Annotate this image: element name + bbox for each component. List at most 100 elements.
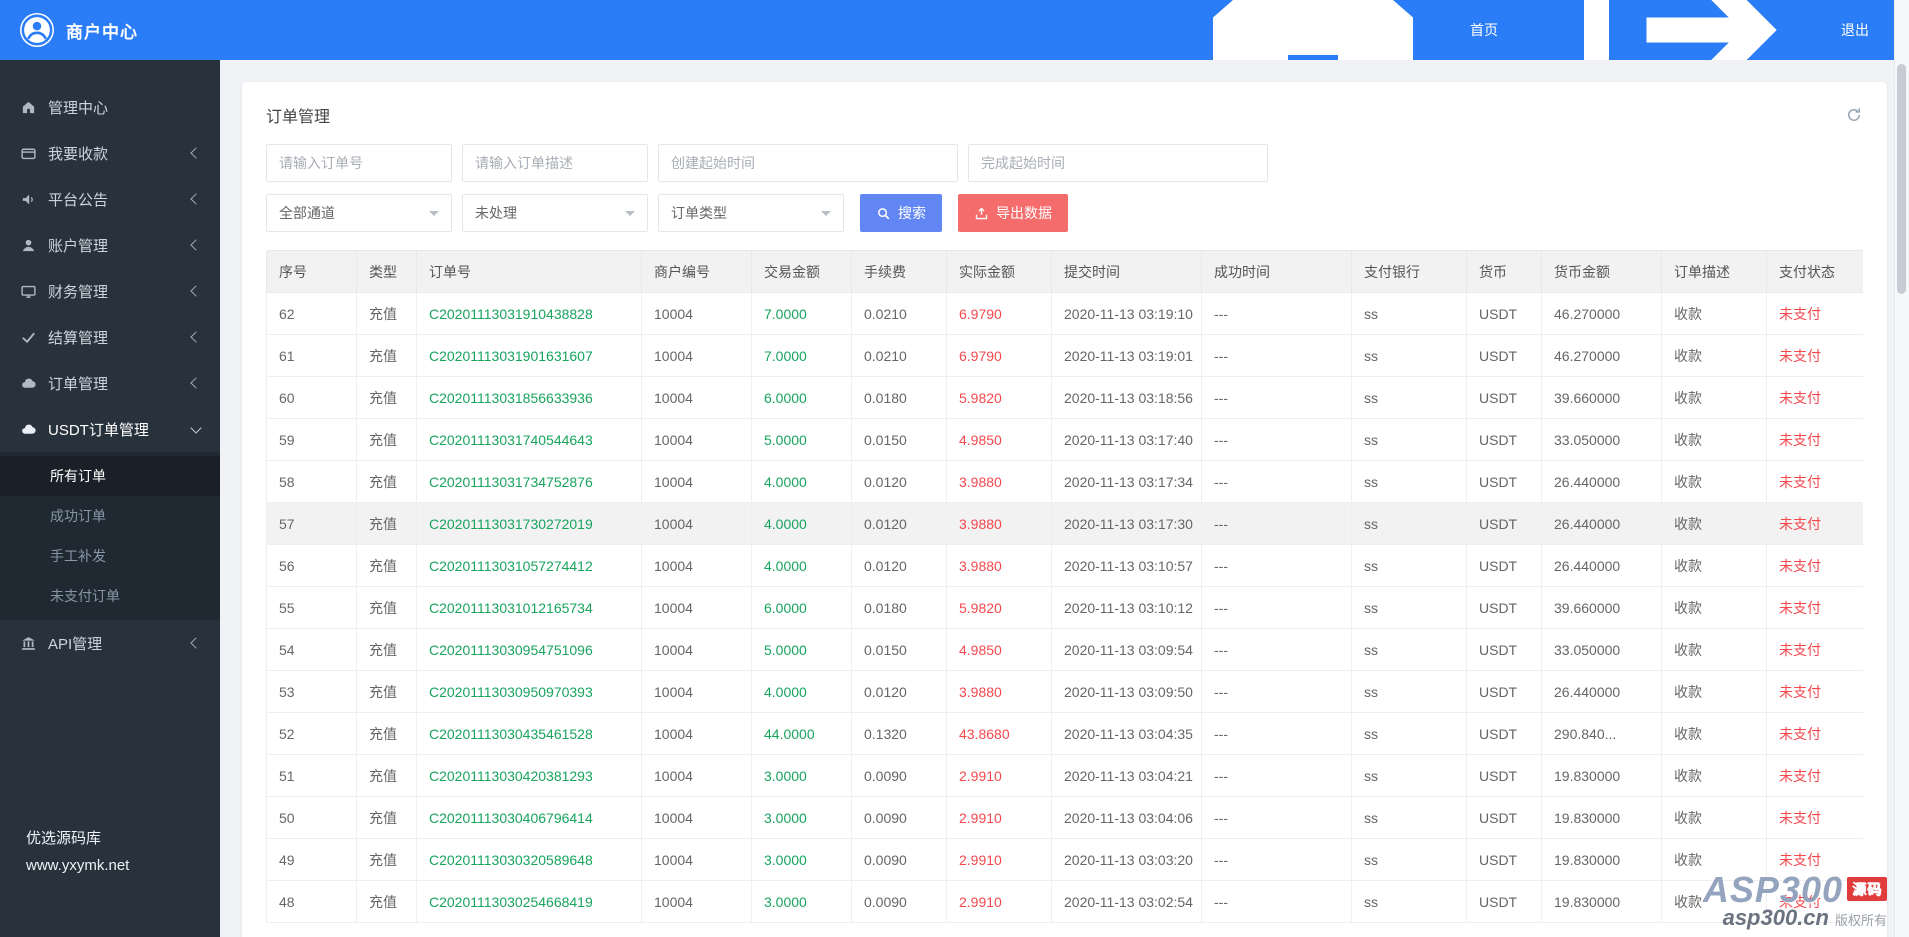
cell-order-no[interactable]: C20201113031856633936 bbox=[416, 376, 642, 419]
cell-currency: USDT bbox=[1466, 544, 1542, 587]
cell-success-time: --- bbox=[1201, 376, 1352, 419]
cell-type: 充值 bbox=[356, 754, 417, 797]
cell-fee: 0.0120 bbox=[851, 460, 947, 503]
cell-actual-amount: 3.9880 bbox=[946, 502, 1052, 545]
sidebar-item-settlement-management[interactable]: 结算管理 bbox=[0, 314, 220, 360]
sidebar-item-platform-announcements[interactable]: 平台公告 bbox=[0, 176, 220, 222]
channel-select[interactable]: 全部通道 bbox=[266, 194, 452, 232]
cell-success-time: --- bbox=[1201, 712, 1352, 755]
table-row: 48 充值 C20201113030254668419 10004 3.0000 0.00… bbox=[266, 880, 1863, 923]
cell-order-no[interactable]: C20201113031012165734 bbox=[416, 586, 642, 629]
cell-order-no[interactable]: C20201113031730272019 bbox=[416, 502, 642, 545]
sidebar-subitem-success-orders[interactable]: 成功订单 bbox=[50, 508, 106, 524]
cell-fee: 0.0210 bbox=[851, 292, 947, 335]
cell-bank: ss bbox=[1351, 334, 1467, 377]
cell-bank: ss bbox=[1351, 838, 1467, 881]
cell-order-no[interactable]: C20201113030254668419 bbox=[416, 880, 642, 923]
sidebar-item-usdt-order-management[interactable]: USDT订单管理 bbox=[0, 406, 220, 452]
cell-order-no[interactable]: C20201113031740544643 bbox=[416, 418, 642, 461]
cell-no: 56 bbox=[266, 544, 357, 587]
page-scrollbar[interactable] bbox=[1894, 0, 1909, 937]
sidebar-item-api-management[interactable]: API管理 bbox=[0, 620, 220, 666]
table-row: 62 充值 C20201113031910438828 10004 7.0000 0.02… bbox=[266, 292, 1863, 335]
sidebar-item-finance-management[interactable]: 财务管理 bbox=[0, 268, 220, 314]
search-button[interactable]: 搜索 bbox=[860, 194, 942, 232]
sidebar-item-label: 管理中心 bbox=[48, 99, 109, 117]
cell-amount: 3.0000 bbox=[751, 880, 852, 923]
finish-start-time-input[interactable] bbox=[968, 144, 1268, 182]
cell-bank: ss bbox=[1351, 586, 1467, 629]
cell-actual-amount: 3.9880 bbox=[946, 670, 1052, 713]
cell-status: 未支付 bbox=[1766, 880, 1863, 923]
export-data-button[interactable]: 导出数据 bbox=[958, 194, 1068, 232]
cell-order-no[interactable]: C20201113030950970393 bbox=[416, 670, 642, 713]
sidebar-menu: 管理中心我要收款平台公告账户管理 财务管理 结算管理 订单管理 USDT订单管理 所有订单… bbox=[0, 60, 220, 666]
cell-merchant-no: 10004 bbox=[641, 754, 752, 797]
order-management-card: 订单管理 全部通道 未处理 订单类型 搜索 导出数据 bbox=[242, 82, 1887, 937]
cell-currency: USDT bbox=[1466, 796, 1542, 839]
table-row: 55 充值 C20201113031012165734 10004 6.0000 0.01… bbox=[266, 586, 1863, 629]
sidebar-subitem-all-orders[interactable]: 所有订单 bbox=[0, 456, 220, 496]
page-frame: 管理中心我要收款平台公告账户管理 财务管理 结算管理 订单管理 USDT订单管理 所有订单… bbox=[0, 60, 1909, 937]
sidebar-item-account-management[interactable]: 账户管理 bbox=[0, 222, 220, 268]
cell-currency: USDT bbox=[1466, 880, 1542, 923]
cell-actual-amount: 2.9910 bbox=[946, 880, 1052, 923]
sidebar-subitem-manual-reissue[interactable]: 手工补发 bbox=[50, 548, 106, 564]
cell-description: 收款 bbox=[1661, 586, 1767, 629]
cell-amount: 3.0000 bbox=[751, 754, 852, 797]
orders-table: 序号 类型 订单号 商户编号 交易金额 手续费 实际金额 提交时间 成功时间 支付银行 货币 货币金额… bbox=[266, 250, 1863, 923]
cell-order-no[interactable]: C20201113031901631607 bbox=[416, 334, 642, 377]
col-bank: 支付银行 bbox=[1351, 250, 1467, 293]
status-select[interactable]: 未处理 bbox=[462, 194, 648, 232]
cell-status: 未支付 bbox=[1766, 376, 1863, 419]
order-desc-input[interactable] bbox=[462, 144, 648, 182]
sidebar-item-collect-payment[interactable]: 我要收款 bbox=[0, 130, 220, 176]
sidebar-item-management-center[interactable]: 管理中心 bbox=[0, 84, 220, 130]
cell-type: 充值 bbox=[356, 712, 417, 755]
cell-merchant-no: 10004 bbox=[641, 586, 752, 629]
order-type-select[interactable]: 订单类型 bbox=[658, 194, 844, 232]
col-status: 支付状态 bbox=[1766, 250, 1863, 293]
sidebar-item-label: 平台公告 bbox=[48, 191, 109, 209]
cell-order-no[interactable]: C20201113031910438828 bbox=[416, 292, 642, 335]
cell-merchant-no: 10004 bbox=[641, 292, 752, 335]
cell-order-no[interactable]: C20201113031734752876 bbox=[416, 460, 642, 503]
chevron-left-icon bbox=[190, 331, 202, 343]
cell-order-no[interactable]: C20201113030320589648 bbox=[416, 838, 642, 881]
sidebar-subitem-unpaid-orders[interactable]: 未支付订单 bbox=[50, 588, 120, 604]
cell-submit-time: 2020-11-13 03:19:10 bbox=[1051, 292, 1202, 335]
cell-order-no[interactable]: C20201113031057274412 bbox=[416, 544, 642, 587]
cell-bank: ss bbox=[1351, 628, 1467, 671]
cell-amount: 7.0000 bbox=[751, 292, 852, 335]
chevron-down-icon bbox=[190, 421, 202, 434]
cell-success-time: --- bbox=[1201, 880, 1352, 923]
cell-fee: 0.0090 bbox=[851, 838, 947, 881]
cell-currency: USDT bbox=[1466, 754, 1542, 797]
cell-order-no[interactable]: C20201113030954751096 bbox=[416, 628, 642, 671]
cell-order-no[interactable]: C20201113030435461528 bbox=[416, 712, 642, 755]
brand: 商户中心 bbox=[20, 13, 138, 47]
refresh-icon[interactable] bbox=[1845, 106, 1863, 124]
cell-merchant-no: 10004 bbox=[641, 544, 752, 587]
cell-currency-amount: 39.660000 bbox=[1541, 586, 1662, 629]
cell-amount: 4.0000 bbox=[751, 460, 852, 503]
order-no-input[interactable] bbox=[266, 144, 452, 182]
cell-currency: USDT bbox=[1466, 460, 1542, 503]
sidebar-footer: 优选源码库 www.yxymk.net bbox=[0, 825, 220, 879]
chevron-left-icon bbox=[190, 193, 202, 205]
cell-type: 充值 bbox=[356, 586, 417, 629]
cell-description: 收款 bbox=[1661, 334, 1767, 377]
scrollbar-thumb[interactable] bbox=[1897, 64, 1906, 294]
cell-bank: ss bbox=[1351, 376, 1467, 419]
cell-currency-amount: 26.440000 bbox=[1541, 460, 1662, 503]
cell-order-no[interactable]: C20201113030420381293 bbox=[416, 754, 642, 797]
sidebar-item-order-management[interactable]: 订单管理 bbox=[0, 360, 220, 406]
create-start-time-input[interactable] bbox=[658, 144, 958, 182]
cell-order-no[interactable]: C20201113030406796414 bbox=[416, 796, 642, 839]
chevron-left-icon bbox=[190, 147, 202, 159]
speaker-icon bbox=[20, 191, 37, 208]
cell-type: 充值 bbox=[356, 628, 417, 671]
cell-fee: 0.0120 bbox=[851, 670, 947, 713]
cell-currency-amount: 26.440000 bbox=[1541, 544, 1662, 587]
